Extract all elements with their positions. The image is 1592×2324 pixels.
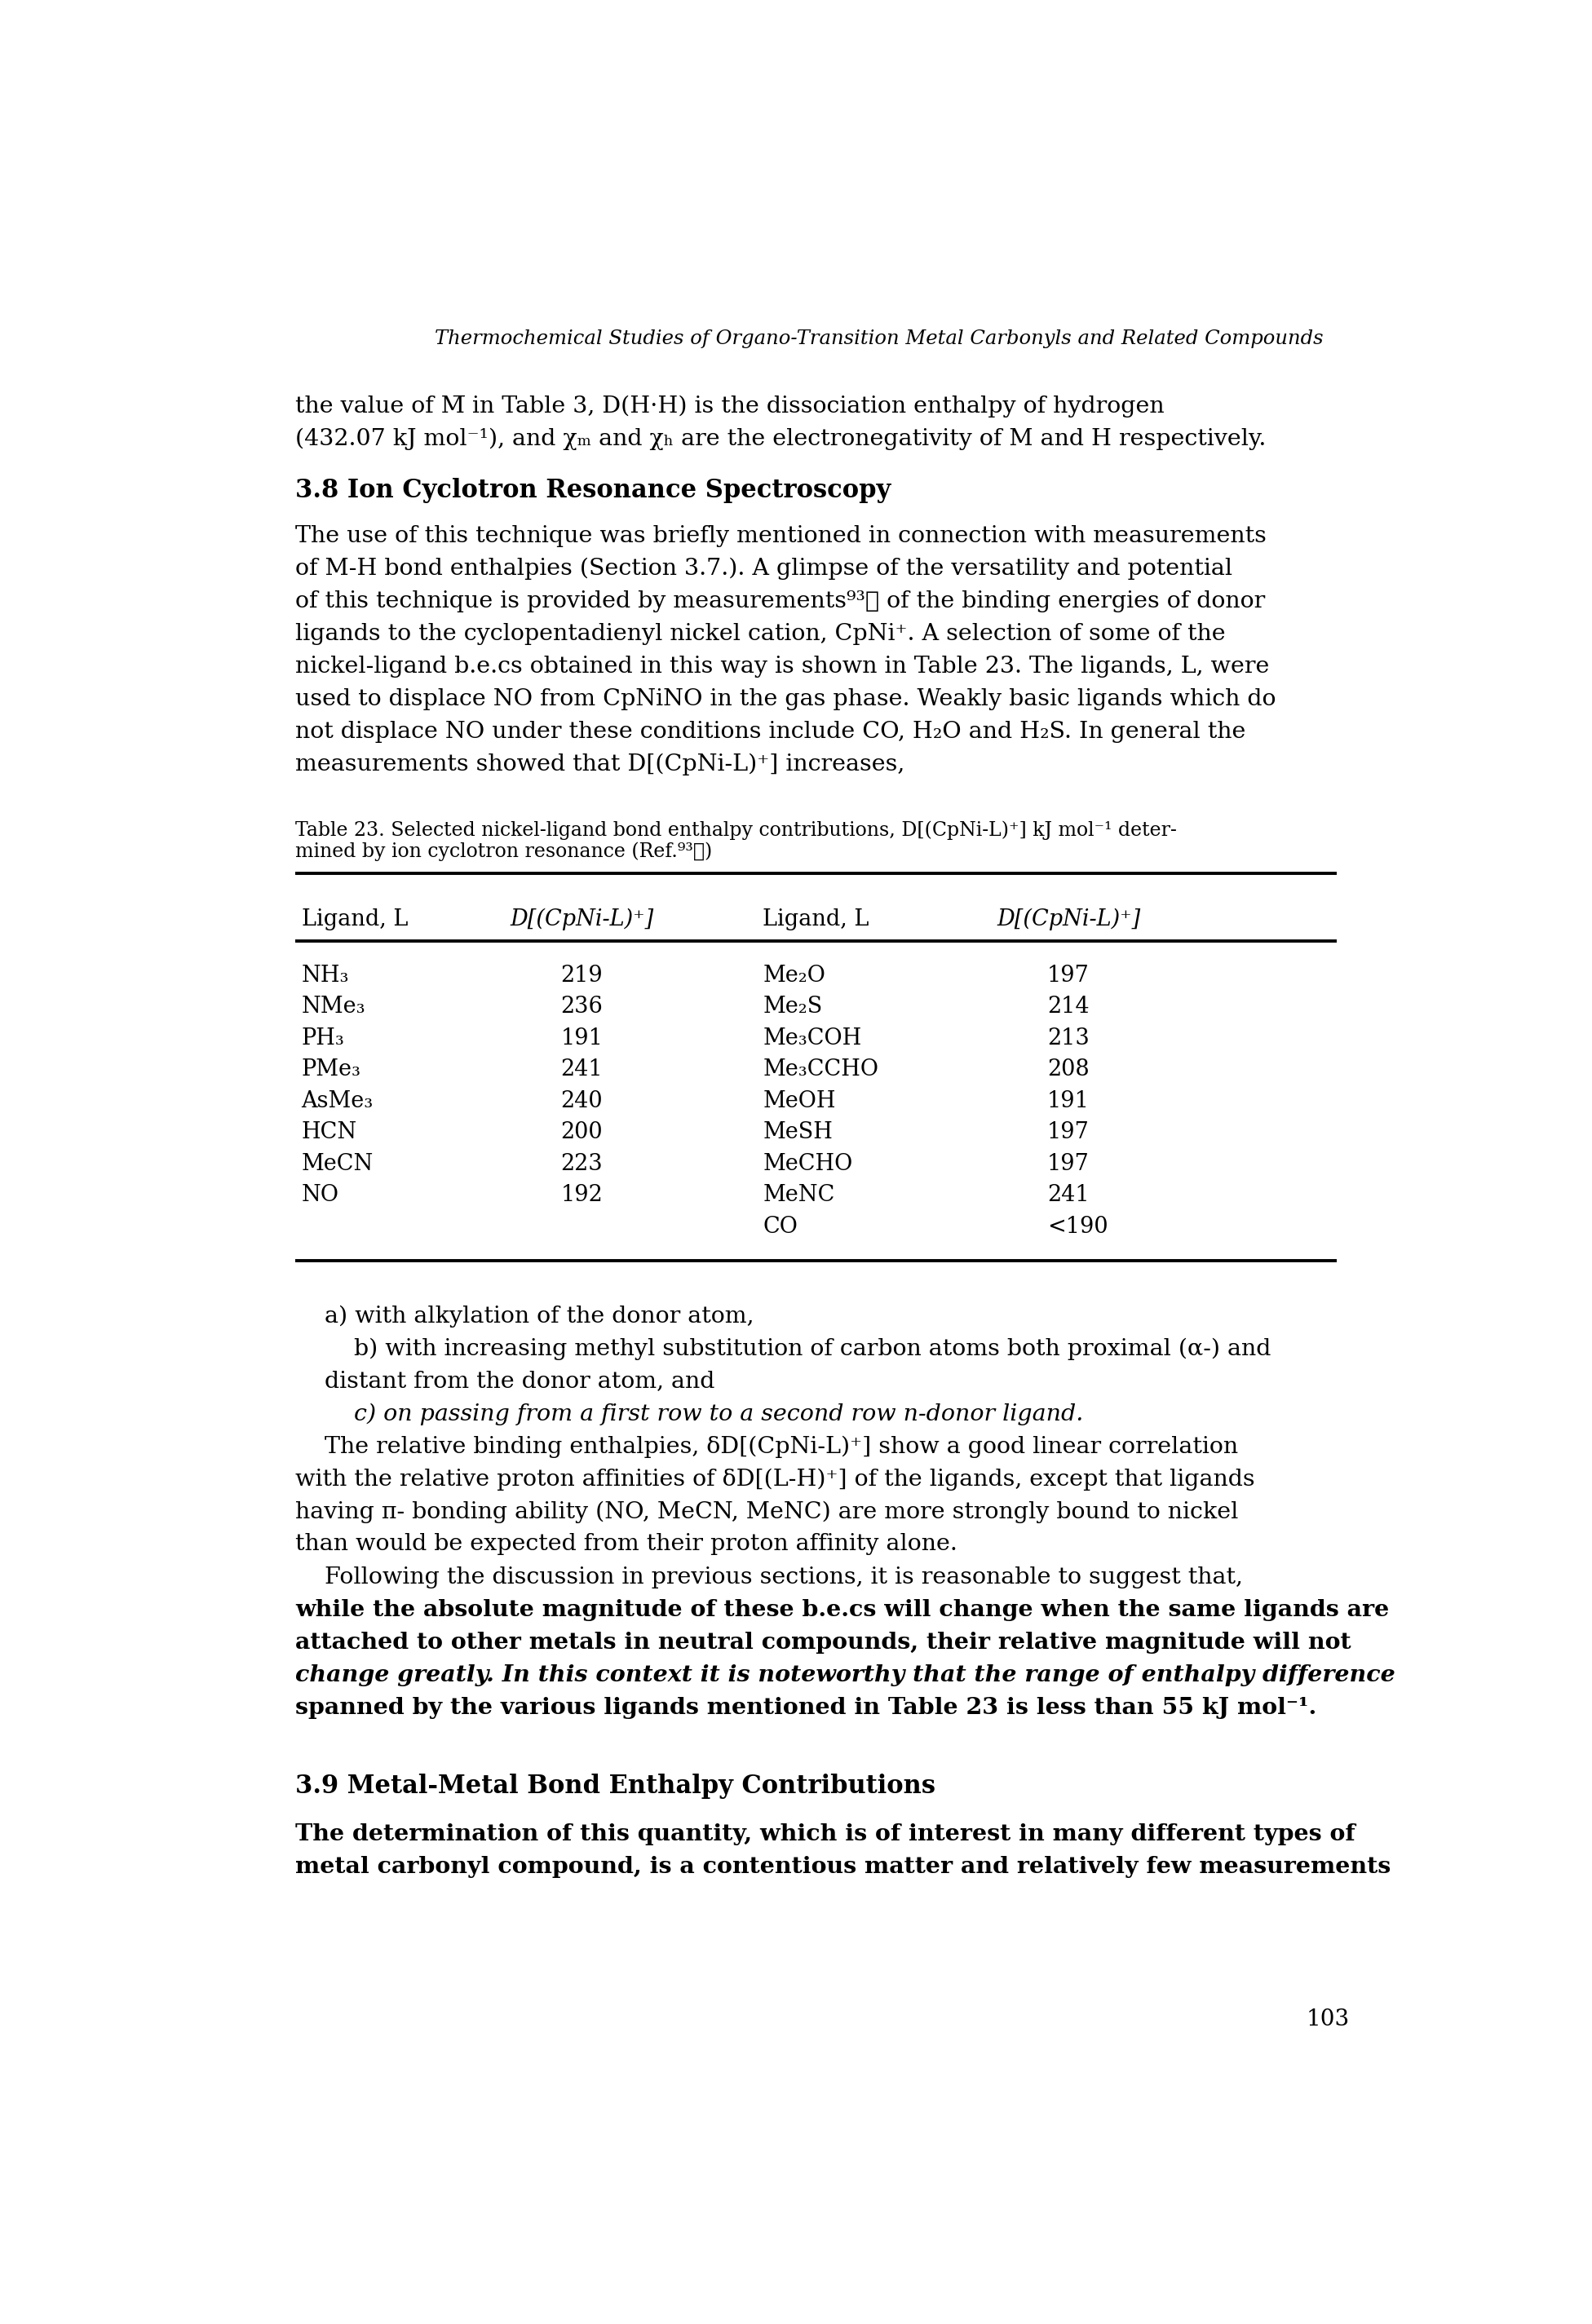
Text: PMe₃: PMe₃ [301, 1060, 361, 1081]
Text: 240: 240 [560, 1090, 603, 1113]
Text: Following the discussion in previous sections, it is reasonable to suggest that,: Following the discussion in previous sec… [295, 1566, 1243, 1587]
Text: CO: CO [763, 1215, 798, 1239]
Text: Me₂O: Me₂O [763, 964, 826, 988]
Text: MeSH: MeSH [763, 1122, 833, 1143]
Text: ligands to the cyclopentadienyl nickel cation, CpNi⁺. A selection of some of the: ligands to the cyclopentadienyl nickel c… [295, 623, 1226, 646]
Text: measurements showed that D[(CpNi-L)⁺] increases,: measurements showed that D[(CpNi-L)⁺] in… [295, 753, 904, 776]
Text: 236: 236 [560, 997, 603, 1018]
Text: (432.07 kJ mol⁻¹), and χₘ and χₕ are the electronegativity of M and H respective: (432.07 kJ mol⁻¹), and χₘ and χₕ are the… [295, 428, 1266, 451]
Text: Me₃CCHO: Me₃CCHO [763, 1060, 879, 1081]
Text: The relative binding enthalpies, δD[(CpNi-L)⁺] show a good linear correlation: The relative binding enthalpies, δD[(CpN… [295, 1436, 1239, 1457]
Text: change greatly. In this context it is noteworthy that the range of enthalpy diff: change greatly. In this context it is no… [295, 1664, 1395, 1685]
Text: 191: 191 [1048, 1090, 1089, 1113]
Text: MeOH: MeOH [763, 1090, 836, 1113]
Text: NO: NO [301, 1185, 339, 1206]
Text: used to displace NO from CpNiNO in the gas phase. Weakly basic ligands which do: used to displace NO from CpNiNO in the g… [295, 688, 1275, 711]
Text: PH₃: PH₃ [301, 1027, 344, 1050]
Text: a) with alkylation of the donor atom,: a) with alkylation of the donor atom, [295, 1304, 755, 1327]
Text: NMe₃: NMe₃ [301, 997, 366, 1018]
Text: mined by ion cyclotron resonance (Ref.⁹³⧩): mined by ion cyclotron resonance (Ref.⁹³… [295, 841, 712, 862]
Text: Me₂S: Me₂S [763, 997, 823, 1018]
Text: 191: 191 [560, 1027, 603, 1050]
Text: 103: 103 [1305, 2008, 1350, 2031]
Text: with the relative proton affinities of δD[(L-H)⁺] of the ligands, except that li: with the relative proton affinities of δ… [295, 1469, 1254, 1490]
Text: 200: 200 [560, 1122, 603, 1143]
Text: Ligand, L: Ligand, L [301, 909, 408, 930]
Text: Ligand, L: Ligand, L [763, 909, 869, 930]
Text: The determination of this quantity, which is of interest in many different types: The determination of this quantity, whic… [295, 1824, 1355, 1845]
Text: 208: 208 [1048, 1060, 1089, 1081]
Text: metal carbonyl compound, is a contentious matter and relatively few measurements: metal carbonyl compound, is a contentiou… [295, 1857, 1390, 1878]
Text: spanned by the various ligands mentioned in Table 23 is less than 55 kJ mol⁻¹.: spanned by the various ligands mentioned… [295, 1697, 1317, 1720]
Text: 241: 241 [1048, 1185, 1089, 1206]
Text: Thermochemical Studies of Organo-Transition Metal Carbonyls and Related Compound: Thermochemical Studies of Organo-Transit… [435, 330, 1323, 349]
Text: AsMe₃: AsMe₃ [301, 1090, 374, 1113]
Text: having π- bonding ability (NO, MeCN, MeNC) are more strongly bound to nickel: having π- bonding ability (NO, MeCN, MeN… [295, 1501, 1239, 1522]
Text: 197: 197 [1048, 1122, 1089, 1143]
Text: c) on passing from a first row to a second row n-donor ligand.: c) on passing from a first row to a seco… [295, 1404, 1083, 1425]
Text: the value of M̅ in Table 3, D(H·H) is the dissociation enthalpy of hydrogen: the value of M̅ in Table 3, D(H·H) is th… [295, 395, 1164, 418]
Text: 197: 197 [1048, 964, 1089, 988]
Text: MeNC: MeNC [763, 1185, 834, 1206]
Text: <190: <190 [1048, 1215, 1108, 1239]
Text: than would be expected from their proton affinity alone.: than would be expected from their proton… [295, 1534, 957, 1555]
Text: 223: 223 [560, 1153, 603, 1176]
Text: 241: 241 [560, 1060, 603, 1081]
Text: of M-H bond enthalpies (Section 3.7.). A glimpse of the versatility and potentia: of M-H bond enthalpies (Section 3.7.). A… [295, 558, 1232, 581]
Text: b) with increasing methyl substitution of carbon atoms both proximal (α-) and: b) with increasing methyl substitution o… [295, 1339, 1270, 1360]
Text: NH₃: NH₃ [301, 964, 349, 988]
Text: distant from the donor atom, and: distant from the donor atom, and [295, 1371, 715, 1392]
Text: while the absolute magnitude of these b.e.cs will change when the same ligands a: while the absolute magnitude of these b.… [295, 1599, 1388, 1620]
Text: of this technique is provided by measurements⁹³⧩ of the binding energies of dono: of this technique is provided by measure… [295, 590, 1266, 611]
Text: 192: 192 [560, 1185, 603, 1206]
Text: HCN: HCN [301, 1122, 357, 1143]
Text: The use of this technique was briefly mentioned in connection with measurements: The use of this technique was briefly me… [295, 525, 1266, 546]
Text: D[(CpNi-L)⁺]: D[(CpNi-L)⁺] [509, 909, 654, 930]
Text: 3.9 Metal-Metal Bond Enthalpy Contributions: 3.9 Metal-Metal Bond Enthalpy Contributi… [295, 1773, 936, 1799]
Text: Me₃COH: Me₃COH [763, 1027, 861, 1050]
Text: 219: 219 [560, 964, 603, 988]
Text: MeCN: MeCN [301, 1153, 374, 1176]
Text: D[(CpNi-L)⁺]: D[(CpNi-L)⁺] [997, 909, 1140, 930]
Text: 3.8 Ion Cyclotron Resonance Spectroscopy: 3.8 Ion Cyclotron Resonance Spectroscopy [295, 479, 890, 504]
Text: attached to other metals in neutral compounds, their relative magnitude will not: attached to other metals in neutral comp… [295, 1631, 1352, 1652]
Text: Table 23. Selected nickel-ligand bond enthalpy contributions, D[(CpNi-L)⁺] kJ mo: Table 23. Selected nickel-ligand bond en… [295, 820, 1176, 839]
Text: not displace NO under these conditions include CO, H₂O and H₂S. In general the: not displace NO under these conditions i… [295, 720, 1245, 744]
Text: 213: 213 [1048, 1027, 1089, 1050]
Text: 197: 197 [1048, 1153, 1089, 1176]
Text: MeCHO: MeCHO [763, 1153, 853, 1176]
Text: 214: 214 [1048, 997, 1089, 1018]
Text: nickel-ligand b.e.cs obtained in this way is shown in Table 23. The ligands, L, : nickel-ligand b.e.cs obtained in this wa… [295, 655, 1269, 679]
